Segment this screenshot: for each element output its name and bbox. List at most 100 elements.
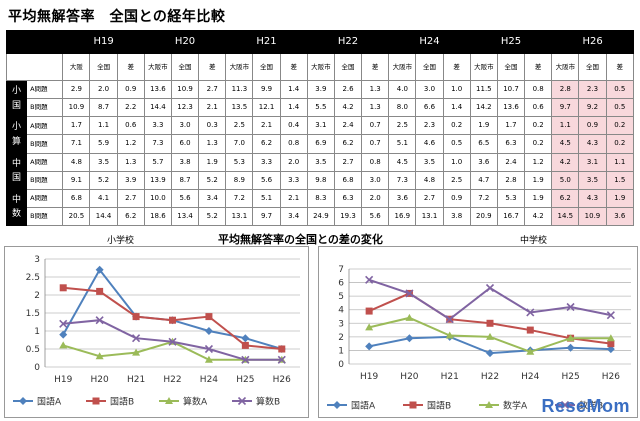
year-header: H21 — [225, 30, 308, 54]
data-point — [365, 323, 374, 331]
data-point — [445, 331, 454, 339]
group-label: 中数 — [5, 188, 28, 227]
table-cell: 2.5 — [442, 170, 471, 190]
table-cell: 14.5 — [551, 206, 580, 227]
table-cell: 5.3 — [225, 152, 254, 172]
data-point — [278, 345, 286, 353]
table-cell: 6.3 — [496, 134, 526, 154]
table-cell: 2.4 — [496, 152, 526, 172]
table-cell: 13.9 — [143, 170, 172, 190]
y-tick-label: 0 — [338, 360, 344, 370]
table-cell: 6.2 — [333, 134, 363, 154]
data-point — [205, 313, 213, 321]
data-point — [132, 348, 141, 356]
table-cell: 1.3 — [361, 98, 390, 118]
table-cell: 0.9 — [442, 188, 471, 208]
table-cell: 0.7 — [361, 116, 390, 136]
column-subheader: 差 — [279, 53, 308, 81]
y-tick-label: 3 — [34, 255, 40, 265]
table-cell: 0.9 — [578, 116, 607, 136]
table-cell: 1.4 — [279, 79, 308, 100]
comparison-table: H19 H20 H21 H22 H24 H25 H26 大阪 全国差大阪市 全国差大阪市 全国差大阪… — [5, 30, 635, 227]
year-header: H19 — [62, 30, 145, 54]
table-cell: 5.5 — [306, 98, 335, 118]
table-row: 小算 A問題 1.7 1.1 0.6 3.3 3.0 0.3 2.5 2.1 0.4 3.1 2.4 0.… — [5, 116, 635, 154]
y-tick-label: 0 — [34, 363, 40, 373]
data-point — [445, 315, 454, 324]
elementary-chart-title: 小学校 — [107, 236, 135, 246]
table-cell: 1.7 — [62, 116, 91, 136]
table-cell: 8.7 — [170, 170, 200, 190]
table-cell: 2.6 — [333, 79, 363, 100]
data-point — [169, 316, 176, 324]
data-point — [277, 355, 286, 364]
table-cell: 5.1 — [388, 134, 417, 154]
data-point — [204, 344, 213, 354]
series-line — [62, 267, 283, 350]
legend-label: 国語B — [110, 396, 134, 408]
table-cell: 3.6 — [469, 152, 498, 172]
table-cell: 1.3 — [361, 79, 390, 100]
table-cell: 6.0 — [170, 134, 200, 154]
table-cell: 1.9 — [605, 188, 635, 208]
table-cell: 2.1 — [279, 188, 308, 208]
table-cell: 5.6 — [361, 206, 390, 227]
y-tick-label: 1 — [34, 327, 40, 337]
table-cell: 3.3 — [252, 152, 281, 172]
table-cell: 1.1 — [551, 116, 580, 136]
table-cell: 4.8 — [415, 170, 444, 190]
table-cell: 3.5 — [415, 152, 444, 172]
legend-marker — [560, 400, 570, 410]
table-cell: 4.3 — [578, 134, 607, 154]
table-cell: 7.2 — [469, 188, 498, 208]
x-tick-label: H20 — [91, 375, 109, 385]
table-cell: 8.0 — [388, 98, 417, 118]
y-tick-label: 2.5 — [26, 273, 40, 283]
table-cell: 7.3 — [143, 134, 172, 154]
data-point — [59, 284, 67, 292]
table-cell: 5.2 — [198, 170, 227, 190]
table-cell: 2.1 — [252, 116, 281, 136]
column-subheader: 大阪市 — [388, 53, 417, 81]
column-subheader: 大阪市 — [225, 53, 254, 81]
table-cell: 9.2 — [578, 98, 607, 118]
subheader-blank — [5, 53, 64, 81]
x-tick-label: H19 — [360, 372, 378, 382]
table-cell: 3.0 — [415, 79, 444, 100]
table-cell: 11.3 — [225, 79, 254, 100]
table-cell: 9.7 — [551, 98, 580, 118]
x-tick-label: H24 — [521, 372, 539, 382]
table-cell: 3.0 — [361, 170, 390, 190]
table-cell: 0.2 — [524, 134, 553, 154]
table-cell: 8.3 — [306, 188, 335, 208]
table-row: B問題 7.1 5.9 1.2 7.3 6.0 1.3 7.0 6.2 0.8 6.9 6.2 0.7 5… — [7, 134, 635, 154]
table-cell: 6.2 — [116, 206, 145, 227]
data-point — [606, 311, 615, 320]
table-cell: 18.6 — [143, 206, 172, 227]
elementary-chart-panel: 0 0.5 1 1.5 2 2.5 3 H19 H20 H21 H22 H24 H25 H26 国語A 国語B… — [4, 246, 309, 418]
column-subheader: 差 — [442, 53, 471, 81]
table-cell: 13.6 — [143, 79, 172, 100]
year-header: H26 — [551, 30, 634, 54]
y-tick-label: 1 — [338, 346, 344, 356]
data-point — [405, 289, 414, 298]
table-cell: 0.6 — [116, 116, 145, 136]
resemom-watermark: ReseMom — [541, 396, 630, 416]
table-cell: 10.0 — [143, 188, 172, 208]
x-tick-label: H20 — [400, 372, 418, 382]
table-cell: 2.0 — [279, 152, 308, 172]
table-cell: 1.5 — [605, 170, 635, 190]
data-point — [241, 355, 250, 364]
legend-marker — [19, 397, 27, 405]
table-cell: 1.9 — [469, 116, 498, 136]
table-cell: 3.3 — [143, 116, 172, 136]
data-point — [526, 326, 534, 334]
year-header: H20 — [143, 30, 227, 54]
table-cell: 20.9 — [469, 206, 498, 227]
table-cell: 3.5 — [306, 152, 335, 172]
table-cell: 1.9 — [524, 188, 553, 208]
table-cell: 10.9 — [170, 79, 200, 100]
table-cell: 2.7 — [198, 79, 227, 100]
legend-marker — [485, 401, 493, 408]
group-label: 中国 — [5, 152, 28, 190]
